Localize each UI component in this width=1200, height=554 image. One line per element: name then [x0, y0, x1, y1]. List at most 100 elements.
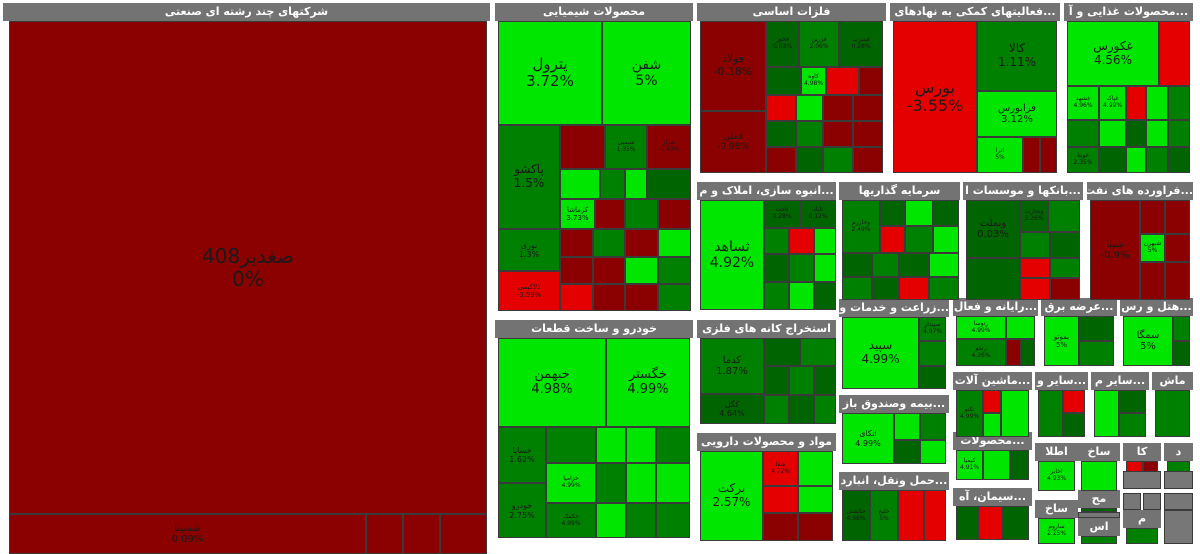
- stock-tile[interactable]: شپنا -0.9%: [1090, 200, 1140, 300]
- stock-tile[interactable]: [796, 121, 823, 147]
- stock-tile[interactable]: ثاباد 0.12%: [800, 200, 836, 228]
- stock-tile[interactable]: [1119, 413, 1146, 437]
- stock-tile[interactable]: [789, 282, 814, 310]
- stock-tile[interactable]: [853, 147, 883, 173]
- stock-tile[interactable]: [1001, 390, 1029, 437]
- stock-tile[interactable]: شفن 5%: [602, 21, 691, 125]
- stock-tile[interactable]: کاوه 4.98%: [801, 67, 826, 95]
- stock-tile[interactable]: [894, 440, 920, 464]
- stock-tile[interactable]: غشهد 4.96%: [1067, 86, 1099, 120]
- stock-tile[interactable]: [823, 95, 853, 121]
- stock-tile[interactable]: [872, 277, 899, 300]
- stock-tile[interactable]: [1159, 21, 1190, 86]
- stock-tile[interactable]: [1050, 232, 1080, 258]
- stock-tile[interactable]: [764, 366, 789, 395]
- stock-tile[interactable]: [764, 338, 800, 366]
- stock-tile[interactable]: [842, 253, 872, 277]
- stock-tile[interactable]: [1038, 390, 1063, 437]
- stock-tile[interactable]: ساروم 2.25%: [1038, 518, 1075, 544]
- stock-tile[interactable]: [814, 282, 836, 310]
- stock-tile[interactable]: [626, 463, 656, 503]
- stock-tile[interactable]: ذلاکیمی -3.59%: [498, 271, 560, 311]
- stock-tile[interactable]: کالا 1.11%: [977, 21, 1057, 91]
- stock-tile[interactable]: [595, 199, 625, 229]
- stock-tile[interactable]: ثساهد 4.92%: [700, 200, 764, 310]
- stock-tile[interactable]: کرماشا 3.73%: [560, 199, 595, 229]
- stock-tile[interactable]: [658, 229, 691, 257]
- stock-tile[interactable]: [929, 253, 959, 277]
- stock-tile[interactable]: [1146, 120, 1168, 147]
- stock-tile[interactable]: [1168, 147, 1190, 173]
- stock-tile[interactable]: [1006, 316, 1035, 339]
- stock-tile[interactable]: سپیدار 4.97%: [919, 317, 946, 341]
- stock-tile[interactable]: [933, 200, 959, 226]
- stock-tile[interactable]: [905, 226, 933, 253]
- stock-tile[interactable]: [966, 258, 1020, 300]
- stock-tile[interactable]: [842, 277, 872, 300]
- stock-tile[interactable]: فرابورس 3.12%: [977, 91, 1057, 137]
- stock-tile[interactable]: [789, 366, 814, 395]
- stock-tile[interactable]: [1079, 316, 1114, 341]
- stock-tile[interactable]: [798, 486, 833, 513]
- stock-tile[interactable]: رتوسا 4.99%: [956, 316, 1006, 339]
- stock-tile[interactable]: شسینا 0.09%: [9, 514, 366, 554]
- stock-tile[interactable]: [796, 147, 823, 173]
- stock-tile[interactable]: [978, 506, 1003, 540]
- stock-tile[interactable]: [593, 229, 625, 257]
- stock-tile[interactable]: [560, 284, 593, 311]
- stock-tile[interactable]: [1155, 390, 1190, 437]
- stock-tile[interactable]: پترول 3.72%: [498, 21, 602, 125]
- stock-tile[interactable]: [1050, 278, 1080, 300]
- stock-tile[interactable]: [1173, 341, 1190, 366]
- stock-tile[interactable]: تکنو 4.99%: [956, 390, 983, 437]
- stock-tile[interactable]: [1020, 232, 1050, 258]
- stock-tile[interactable]: [1010, 450, 1029, 480]
- stock-tile[interactable]: [1140, 200, 1165, 234]
- stock-tile[interactable]: غویتا 2.35%: [1067, 147, 1099, 173]
- stock-tile[interactable]: [924, 490, 946, 541]
- stock-tile[interactable]: [1119, 390, 1146, 413]
- stock-tile[interactable]: [1168, 120, 1190, 147]
- stock-tile[interactable]: برکت 2.57%: [700, 451, 763, 541]
- stock-tile[interactable]: [1040, 137, 1057, 173]
- stock-tile[interactable]: خبهمن 4.98%: [498, 338, 606, 427]
- stock-tile[interactable]: نوری 1.3%: [498, 229, 560, 271]
- sector-block[interactable]: مح: [1078, 490, 1120, 512]
- stock-tile[interactable]: [764, 228, 789, 254]
- stock-tile[interactable]: [626, 427, 656, 463]
- stock-tile[interactable]: [763, 486, 798, 513]
- stock-tile[interactable]: [1140, 262, 1165, 300]
- stock-tile[interactable]: خلیج 5%: [870, 490, 898, 541]
- stock-tile[interactable]: [766, 67, 801, 95]
- stock-tile[interactable]: شبهرن 5%: [1140, 234, 1165, 262]
- stock-tile[interactable]: [1146, 147, 1168, 173]
- stock-tile[interactable]: [796, 95, 823, 121]
- stock-tile[interactable]: [440, 514, 487, 554]
- stock-tile[interactable]: [798, 451, 833, 486]
- stock-tile[interactable]: کدما 1.87%: [700, 338, 764, 394]
- stock-tile[interactable]: [1079, 341, 1114, 366]
- stock-tile[interactable]: [658, 199, 691, 229]
- stock-tile[interactable]: [596, 503, 626, 538]
- stock-tile[interactable]: [1050, 258, 1080, 278]
- stock-tile[interactable]: وبملت 0.03%: [966, 200, 1020, 258]
- stock-tile[interactable]: [560, 257, 593, 284]
- stock-tile[interactable]: [766, 95, 796, 121]
- stock-tile[interactable]: [403, 514, 440, 554]
- stock-tile[interactable]: [625, 257, 658, 284]
- stock-tile[interactable]: شفا 4.72%: [763, 451, 798, 486]
- stock-tile[interactable]: حکشتی 4.96%: [842, 490, 870, 541]
- stock-tile[interactable]: اترا 5%: [977, 137, 1023, 173]
- stock-tile[interactable]: ثاخت 0.28%: [764, 200, 800, 228]
- stock-tile[interactable]: [1048, 200, 1080, 232]
- stock-tile[interactable]: [593, 284, 625, 311]
- stock-tile[interactable]: [880, 200, 905, 226]
- stock-tile[interactable]: [1020, 278, 1050, 300]
- stock-tile[interactable]: خکمک 4.99%: [546, 503, 596, 538]
- stock-tile[interactable]: غکورس 4.56%: [1067, 21, 1159, 86]
- stock-tile[interactable]: رتکو 4.26%: [956, 339, 1006, 366]
- stock-tile[interactable]: [625, 229, 658, 257]
- stock-tile[interactable]: [1099, 120, 1126, 147]
- stock-tile[interactable]: [1020, 258, 1050, 278]
- stock-tile[interactable]: [800, 338, 836, 366]
